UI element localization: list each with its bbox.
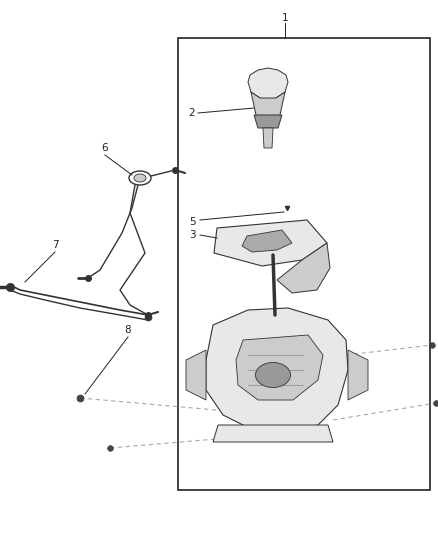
Polygon shape [251,92,285,120]
Polygon shape [263,128,273,148]
Polygon shape [236,335,323,400]
Polygon shape [242,230,292,252]
Ellipse shape [255,362,290,387]
Text: 7: 7 [52,240,58,250]
Polygon shape [277,243,330,293]
Text: 1: 1 [282,13,288,23]
Text: 2: 2 [189,108,195,118]
Polygon shape [214,220,327,266]
Text: 8: 8 [125,325,131,335]
Polygon shape [213,425,333,442]
Bar [178,38,430,490]
Polygon shape [348,350,368,400]
Polygon shape [254,115,282,128]
Polygon shape [186,350,206,400]
Text: 5: 5 [189,217,195,227]
Text: 6: 6 [102,143,108,153]
Ellipse shape [134,174,146,182]
Polygon shape [248,68,288,100]
Polygon shape [206,308,348,435]
Text: 3: 3 [189,230,195,240]
